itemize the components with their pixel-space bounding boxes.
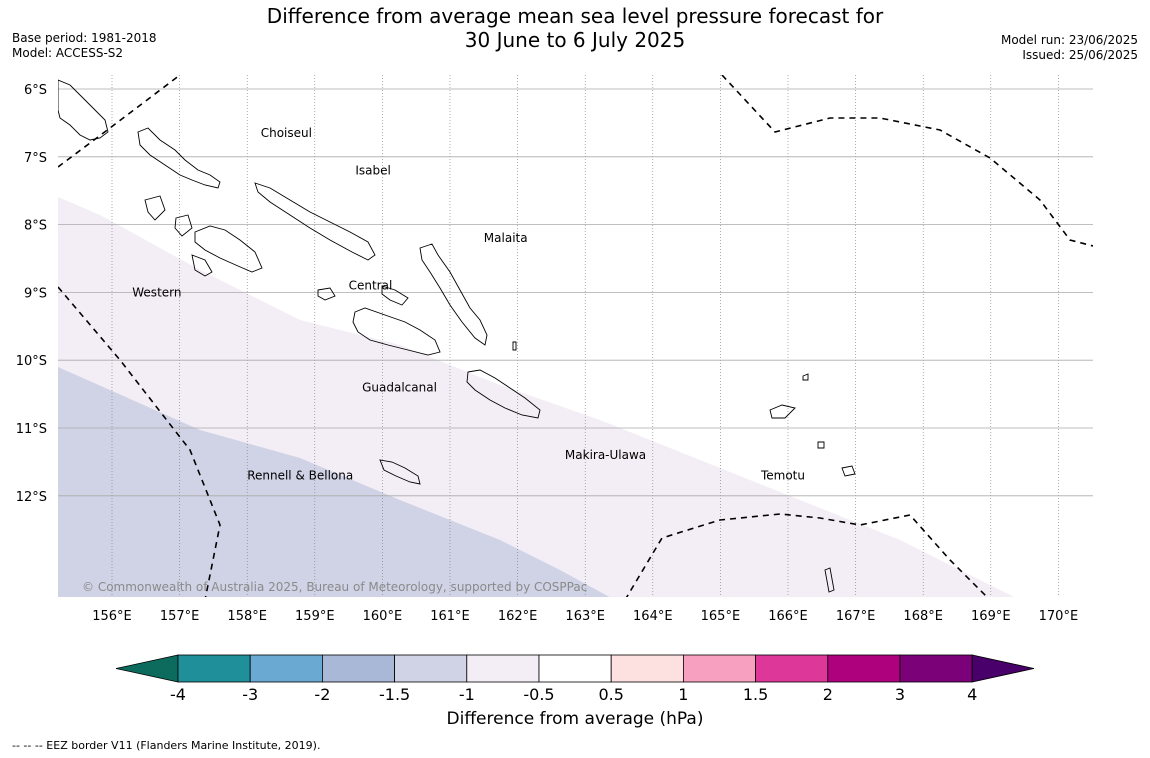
map-title: Difference from average mean sea level p… [200,4,950,52]
province-label: Choiseul [261,126,312,140]
longitude-tick-label: 167°E [836,609,876,624]
longitude-tick-label: 169°E [971,609,1011,624]
eez-legend-note: -- -- -- EEZ border V11 (Flanders Marine… [12,739,321,752]
province-label: Guadalcanal [362,380,437,394]
florida-islands [317,285,409,306]
latitude-tick-label: 8°S [24,219,47,234]
latitude-tick-label: 6°S [24,83,47,98]
santa-cruz-islands [769,404,856,477]
base-period: Base period: 1981-2018 [12,31,157,45]
longitude-tick-label: 158°E [227,609,267,624]
colorbar-swatch [249,654,323,683]
copyright-text: © Commonwealth of Australia 2025, Bureau… [82,580,588,594]
latitude-tick-label: 12°S [16,490,47,505]
eez-border-southeast [625,513,989,597]
small-islets [512,341,835,593]
colorbar-tick-label: -0.5 [523,685,554,704]
colorbar-max-extension [971,654,1035,683]
longitude-tick-label: 160°E [363,609,403,624]
graticule [58,75,1093,597]
colorbar-swatch [610,654,684,683]
longitude-tick-label: 159°E [295,609,335,624]
makira-island [466,369,541,419]
choiseul-island [137,127,221,189]
map-labels: 6°S 7°S 8°S 9°S 10°S 11°S 12°S 156°E 157°E 158°E 1… [16,83,1078,624]
longitude-tick-label: 162°E [498,609,538,624]
colorbar-tick-label: -3 [242,685,258,704]
latitude-tick-label: 7°S [24,151,47,166]
map-plot-area [58,75,1093,597]
rennell-island [379,459,421,485]
base-period-info: Base period: 1981-2018 Model: ACCESS-S2 [12,31,157,61]
latitude-tick-label: 10°S [16,354,47,369]
province-label: Temotu [760,468,805,482]
longitude-tick-label: 165°E [701,609,741,624]
colorbar-swatch [466,654,540,683]
colorbar-swatch [394,654,468,683]
colorbar-tick-label: 2 [823,685,833,704]
longitude-tick-label: 170°E [1039,609,1079,624]
eez-borders [58,75,1093,597]
longitude-tick-label: 156°E [92,609,132,624]
guadalcanal-island [352,307,441,356]
province-label: Malaita [484,231,528,245]
colorbar-tick-label: -1 [459,685,475,704]
colorbar-swatch [755,654,829,683]
colorbar-swatch [177,654,251,683]
colorbar-tick-label: 4 [967,685,977,704]
province-label: Isabel [355,163,390,177]
issued-date: Issued: 25/06/2025 [1022,48,1138,62]
province-label: Central [349,279,393,293]
title-line-1: Difference from average mean sea level p… [266,4,884,28]
colorbar-swatch [683,654,757,683]
latitude-tick-label: 11°S [16,422,47,437]
malaita-island [419,243,488,346]
new-georgia-group [144,195,263,277]
run-info: Model run: 23/06/2025 Issued: 25/06/2025 [1001,33,1138,63]
eez-border-northwest [58,75,181,168]
longitude-tick-label: 161°E [430,609,470,624]
colorbar-label: Difference from average (hPa) [446,709,704,729]
bougainville-island [58,79,109,141]
anomaly-band-minus-1-to-minus-1.5 [58,367,610,597]
colorbar-tick-label: -1.5 [379,685,410,704]
latitude-tick-label: 9°S [24,286,47,301]
coastlines [58,79,856,593]
province-label: Rennell & Bellona [247,468,353,482]
colorbar-tick-label: 0.5 [598,685,623,704]
colorbar-swatch [538,654,612,683]
colorbar-tick-label: -2 [314,685,330,704]
longitude-tick-label: 166°E [768,609,808,624]
eez-border-southwest [58,286,221,597]
colorbar-swatch [899,654,973,683]
colorbar-swatch [827,654,901,683]
model-run: Model run: 23/06/2025 [1000,33,1138,47]
isabel-island [254,182,376,261]
colorbar-swatch [321,654,395,683]
colorbar-min-extension [115,654,179,683]
colorbar-tick-label: 3 [895,685,905,704]
longitude-tick-label: 157°E [160,609,200,624]
longitude-tick-label: 163°E [565,609,605,624]
colorbar-tick-label: 1.5 [743,685,768,704]
longitude-tick-label: 168°E [903,609,943,624]
province-label: Western [132,285,181,299]
title-line-2: 30 June to 6 July 2025 [464,28,686,52]
colorbar-tick-label: 1 [678,685,688,704]
colorbar: -4 -3 -2 -1.5 -1 -0.5 0.5 1 1.5 2 3 4 [115,654,1035,704]
model-name: Model: ACCESS-S2 [12,46,124,60]
province-label: Makira-Ulawa [565,448,646,462]
longitude-tick-label: 164°E [633,609,673,624]
eez-border-northeast [721,75,1093,247]
colorbar-tick-label: -4 [170,685,186,704]
